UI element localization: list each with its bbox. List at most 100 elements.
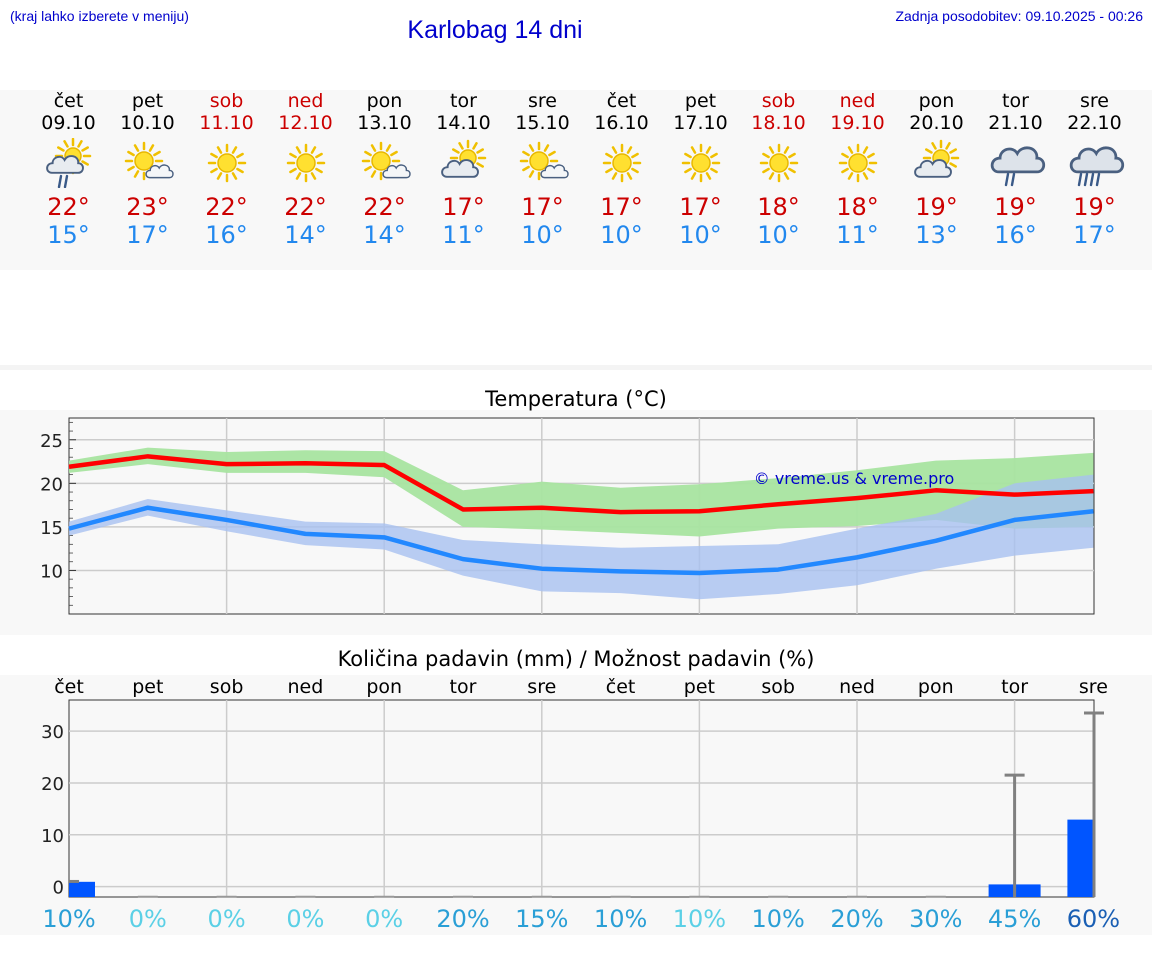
day-name: sob xyxy=(761,90,796,112)
sun-small-cloud-icon xyxy=(519,141,569,181)
max-temp: 19° xyxy=(1073,193,1116,221)
min-temp: 10° xyxy=(757,221,800,249)
day-column: pon 20.10 19° 13° xyxy=(897,90,976,249)
page-title: Karlobag 14 dni xyxy=(407,16,583,44)
day-label: sre xyxy=(1079,676,1108,698)
min-temp: 11° xyxy=(442,221,485,249)
location-hint: (kraj lahko izberete v meniju) xyxy=(10,8,189,24)
min-temp: 17° xyxy=(1073,221,1116,249)
day-label: čet xyxy=(606,676,636,698)
min-temp: 16° xyxy=(994,221,1037,249)
max-temp: 23° xyxy=(126,193,169,221)
partly-cloudy-icon xyxy=(440,139,486,178)
day-column: sre 15.10 17° 10° xyxy=(503,90,582,249)
day-column: pon 13.10 22° 14° xyxy=(345,90,424,249)
day-date: 15.10 xyxy=(515,112,570,134)
day-column: ned 12.10 22° 14° xyxy=(266,90,345,249)
y-tick-label: 30 xyxy=(41,722,64,743)
partly-cloudy-rain-icon xyxy=(45,138,91,188)
min-temp-range-band xyxy=(69,474,1094,600)
day-date: 19.10 xyxy=(830,112,885,134)
min-temp: 17° xyxy=(126,221,169,249)
day-name: pon xyxy=(366,90,403,112)
day-label: sre xyxy=(527,676,556,698)
partly-cloudy-icon xyxy=(913,139,959,178)
precip-probability: 10% xyxy=(42,905,95,933)
min-temp-line xyxy=(68,505,1094,576)
day-column: čet 09.10 22° 15° xyxy=(29,90,108,249)
day-date: 21.10 xyxy=(988,112,1043,134)
sun-icon xyxy=(681,143,720,183)
sun-icon xyxy=(207,143,246,183)
sun-small-cloud-icon xyxy=(361,141,411,181)
day-name: tor xyxy=(1002,90,1029,112)
min-temp: 10° xyxy=(600,221,643,249)
max-temp: 17° xyxy=(679,193,722,221)
day-label: tor xyxy=(1001,676,1028,698)
precip-probability: 60% xyxy=(1067,905,1120,933)
plot-area xyxy=(68,699,1095,898)
day-column: tor 21.10 19° 16° xyxy=(976,90,1055,249)
max-temp: 22° xyxy=(47,193,90,221)
day-column: pet 10.10 23° 17° xyxy=(108,90,187,249)
day-date: 22.10 xyxy=(1067,112,1122,134)
day-column: sob 18.10 18° 10° xyxy=(739,90,818,249)
min-temp: 10° xyxy=(679,221,722,249)
last-update: Zadnja posodobitev: 09.10.2025 - 00:26 xyxy=(895,8,1143,24)
day-label: sob xyxy=(210,676,244,698)
day-date: 12.10 xyxy=(278,112,333,134)
precip-probability: 20% xyxy=(830,905,883,933)
day-date: 14.10 xyxy=(436,112,491,134)
max-temp: 17° xyxy=(442,193,485,221)
day-name: čet xyxy=(606,90,637,112)
day-label: čet xyxy=(54,676,84,698)
day-column: sob 11.10 22° 16° xyxy=(187,90,266,249)
day-label: ned xyxy=(288,676,324,698)
max-temp: 22° xyxy=(284,193,327,221)
max-temp: 18° xyxy=(757,193,800,221)
day-label: tor xyxy=(450,676,477,698)
day-name: sre xyxy=(1080,90,1109,112)
precip-bar xyxy=(69,881,95,897)
day-name: pon xyxy=(918,90,955,112)
day-column: pet 17.10 17° 10° xyxy=(661,90,740,249)
precip-probability: 0% xyxy=(365,905,403,933)
min-temp: 14° xyxy=(284,221,327,249)
day-date: 18.10 xyxy=(751,112,806,134)
day-date: 20.10 xyxy=(909,112,964,134)
day-label: pon xyxy=(366,676,402,698)
temperature-chart-title: Temperatura (°C) xyxy=(485,387,667,411)
precip-probability: 30% xyxy=(909,905,962,933)
max-temp: 22° xyxy=(205,193,248,221)
y-tick-label: 20 xyxy=(41,774,64,795)
min-temp: 16° xyxy=(205,221,248,249)
precipitation-chart: čet pet sob ned pon tor sre čet pet sob ned pon tor s… xyxy=(41,676,1120,933)
max-temp-range-band xyxy=(69,447,1094,537)
day-label: sob xyxy=(761,676,795,698)
precip-probability: 10% xyxy=(752,905,805,933)
min-temp: 11° xyxy=(836,221,879,249)
cloud-rain-icon xyxy=(990,146,1045,187)
y-tick-label: 0 xyxy=(53,878,64,899)
min-temp: 13° xyxy=(915,221,958,249)
day-name: tor xyxy=(450,90,477,112)
precipitation-chart-title: Količina padavin (mm) / Možnost padavin … xyxy=(337,647,815,671)
sun-icon xyxy=(759,143,798,183)
y-tick-label: 20 xyxy=(40,474,63,495)
y-tick-label: 25 xyxy=(40,431,63,452)
day-date: 16.10 xyxy=(594,112,649,134)
y-tick-label: 15 xyxy=(40,518,63,539)
min-temp: 10° xyxy=(521,221,564,249)
max-temp: 19° xyxy=(915,193,958,221)
day-date: 17.10 xyxy=(673,112,728,134)
y-tick-label: 10 xyxy=(40,561,63,582)
day-date: 10.10 xyxy=(120,112,175,134)
precip-probability: 0% xyxy=(286,905,324,933)
day-label: pet xyxy=(132,676,163,698)
day-name: sre xyxy=(528,90,557,112)
day-column: tor 14.10 17° 11° xyxy=(424,90,503,249)
max-temp: 17° xyxy=(521,193,564,221)
day-name: čet xyxy=(53,90,84,112)
day-label: ned xyxy=(839,676,875,698)
precip-bar xyxy=(1067,819,1094,897)
